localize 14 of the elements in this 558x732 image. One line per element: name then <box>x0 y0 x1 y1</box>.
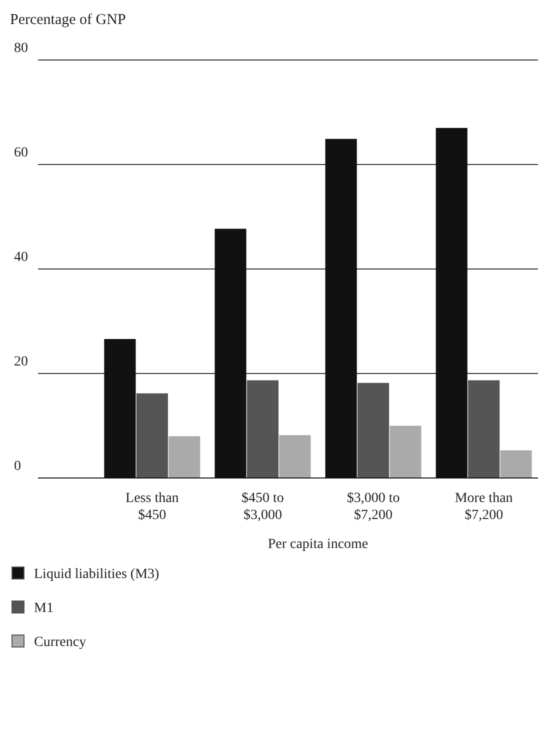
x-tick-label: More than $7,200 <box>454 491 513 523</box>
y-tick-label: 0 <box>14 459 21 474</box>
x-tick-label: Less than $450 <box>126 491 179 523</box>
y-tick-label: 40 <box>14 250 28 265</box>
x-axis-title: Per capita income <box>268 537 368 552</box>
x-tick-label: $3,000 to $7,200 <box>346 491 400 523</box>
y-tick-label: 80 <box>14 41 28 56</box>
y-axis-title: Percentage of GNP <box>10 12 126 28</box>
y-tick-label: 60 <box>14 146 28 160</box>
x-tick-label: $450 to $3,000 <box>242 491 284 523</box>
y-tick-label: 20 <box>14 354 28 370</box>
legend-label: Currency <box>34 635 86 650</box>
legend-label: M1 <box>34 601 54 616</box>
legend-label: Liquid liabilities (M3) <box>34 567 160 582</box>
